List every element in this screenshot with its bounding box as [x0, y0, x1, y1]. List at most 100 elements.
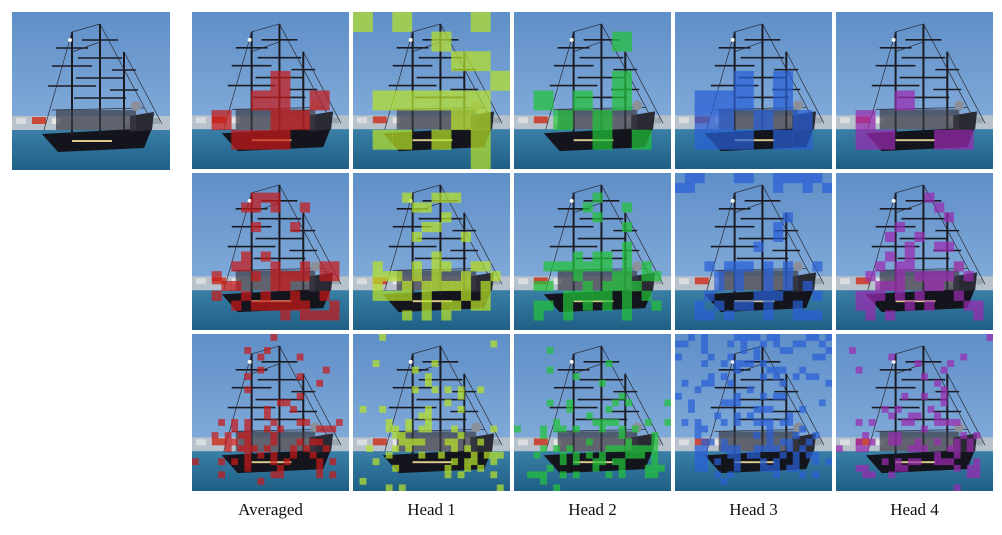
attention-patch: [773, 366, 780, 374]
attention-patch: [477, 464, 485, 472]
attention-patch: [319, 271, 330, 282]
attention-patch: [319, 310, 330, 321]
attention-patch: [792, 432, 800, 439]
attention-patch: [477, 386, 485, 394]
attention-patch: [457, 471, 465, 479]
attention-patch: [582, 290, 593, 301]
attention-patch: [572, 471, 580, 479]
attention-patch: [885, 231, 896, 242]
attention-patch: [792, 451, 800, 459]
attention-patch: [743, 173, 754, 184]
attention-patch: [792, 110, 813, 131]
attention-patch: [657, 464, 665, 472]
attention-patch: [592, 192, 603, 203]
attention-patch: [470, 129, 491, 150]
attention-patch: [727, 451, 735, 459]
attention-patch: [566, 445, 574, 453]
attention-patch: [618, 445, 626, 453]
attention-patch: [621, 202, 633, 213]
attention-patch: [986, 334, 993, 341]
attention-patch: [779, 451, 787, 459]
attention-patch: [411, 271, 422, 282]
attention-patch: [921, 425, 928, 433]
attention-patch: [451, 280, 462, 292]
attention-patch: [421, 202, 432, 213]
attention-patch: [779, 347, 787, 354]
attention-patch: [704, 310, 715, 321]
attention-patch: [277, 471, 284, 479]
attention-patch: [727, 471, 735, 479]
attention-patch: [477, 438, 485, 446]
attention-patch: [836, 445, 843, 453]
attention-patch: [250, 300, 261, 311]
input-image: [12, 12, 170, 170]
attention-patch: [782, 173, 794, 184]
attention-patch: [953, 484, 961, 491]
attention-patch: [779, 392, 787, 400]
attention-patch: [270, 334, 278, 341]
attention-patch: [792, 373, 800, 381]
attention-patch: [592, 110, 613, 131]
attention-patch: [812, 310, 823, 321]
attention-map-averaged-row-3: [192, 334, 349, 491]
attention-mask: [192, 334, 343, 485]
attention-patch: [720, 438, 728, 446]
attention-patch: [231, 425, 239, 433]
attention-patch: [720, 360, 728, 367]
attention-patch: [411, 202, 422, 213]
attention-patch: [966, 464, 974, 472]
column-label-head-4: Head 4: [890, 500, 939, 519]
attention-patch: [740, 347, 748, 354]
attention-patch: [490, 458, 498, 466]
attention-patch: [441, 212, 452, 223]
attention-patch: [694, 310, 705, 321]
attention-patch: [934, 280, 945, 292]
attention-patch: [385, 451, 393, 459]
attention-patch: [280, 300, 291, 311]
attention-patch: [270, 471, 278, 479]
attention-patch: [296, 373, 304, 381]
attention-patch: [260, 300, 271, 311]
attention-patch: [733, 271, 744, 282]
attention-patch: [290, 405, 297, 413]
attention-patch: [612, 445, 619, 453]
attention-patch: [934, 458, 941, 466]
attention-patch: [812, 353, 820, 361]
attention-patch: [786, 464, 794, 472]
attention-patch: [599, 458, 606, 466]
attention-patch: [792, 310, 803, 321]
attention-patch: [621, 280, 633, 292]
attention-patch: [303, 419, 311, 426]
attention-patch: [621, 222, 633, 233]
attention-patch: [382, 290, 393, 301]
attention-patch: [457, 432, 465, 439]
attention-patch: [411, 386, 419, 394]
attention-patch: [927, 405, 935, 413]
attention-patch: [241, 290, 252, 301]
attention-patch: [270, 110, 291, 131]
attention-patch: [250, 129, 271, 150]
attention-patch: [704, 261, 715, 272]
attention-patch: [270, 90, 291, 111]
attention-patch: [733, 366, 741, 374]
attention-patch: [372, 280, 383, 292]
attention-patch: [490, 70, 510, 91]
attention-patch: [244, 432, 252, 439]
attention-patch: [480, 300, 491, 311]
attention-patch: [322, 425, 330, 433]
attention-patch: [250, 192, 261, 203]
attention-patch: [402, 192, 413, 203]
attention-mask: [359, 334, 504, 491]
attention-patch: [714, 412, 722, 420]
attention-patch: [966, 438, 974, 446]
attention-patch: [875, 280, 886, 292]
attention-patch: [398, 432, 406, 439]
attention-patch: [901, 392, 909, 400]
attention-patch: [894, 458, 902, 466]
attention-patch: [277, 425, 284, 433]
attention-patch: [563, 290, 574, 301]
attention-patch: [559, 458, 567, 466]
attention-patch: [924, 271, 935, 282]
attention-patch: [688, 405, 695, 413]
attention-patch: [460, 290, 472, 301]
